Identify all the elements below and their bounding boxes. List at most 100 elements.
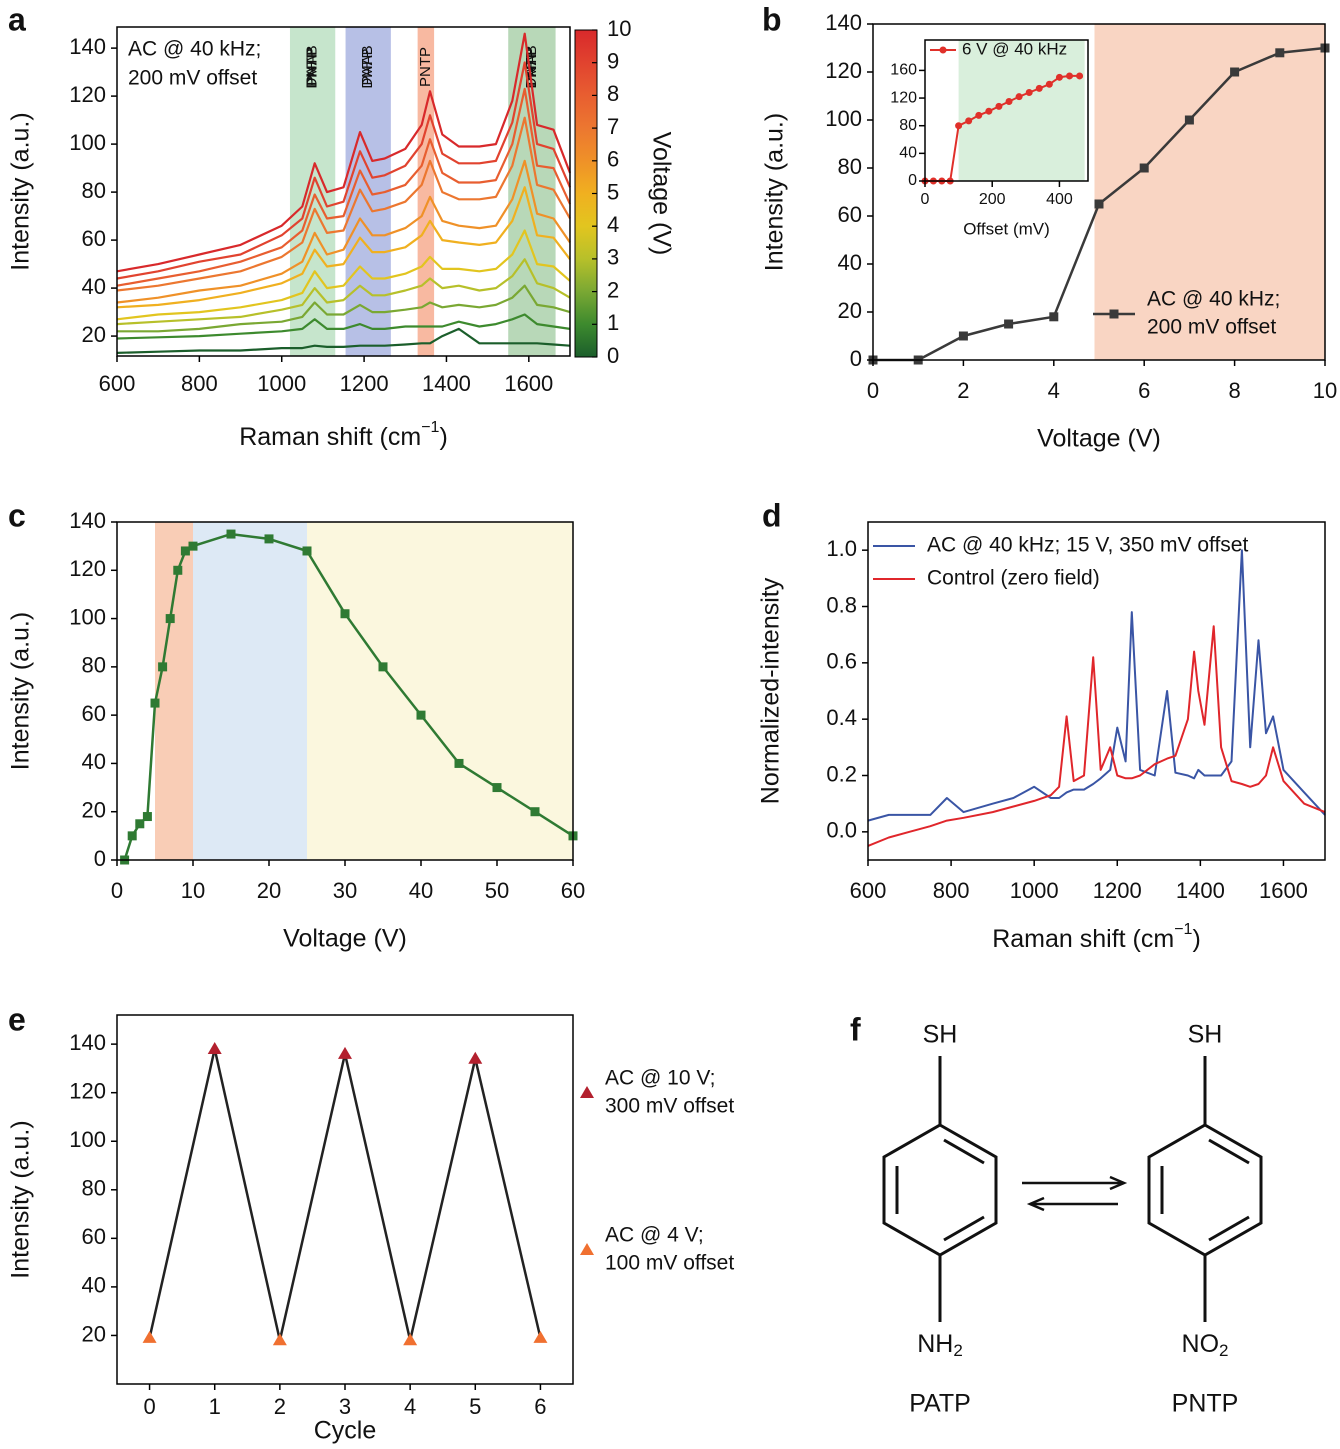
marker	[454, 758, 464, 768]
shaded-region	[307, 522, 573, 860]
series-line	[867, 625, 1326, 847]
marker	[468, 1051, 483, 1064]
marker	[338, 1046, 352, 1059]
y-tick-label: 80	[82, 1176, 106, 1201]
y-tick-label: 80	[82, 178, 106, 203]
y-tick-label: 120	[890, 89, 917, 106]
y-tick-label: 120	[69, 82, 106, 107]
x-tick-label: 20	[257, 878, 281, 903]
x-tick-label: 1200	[340, 371, 389, 396]
benzene-ring	[1147, 1123, 1263, 1257]
y-tick-label: 0.6	[826, 649, 857, 674]
marker	[340, 609, 350, 619]
legend-label: AC @ 4 V;	[605, 1224, 704, 1247]
group-label: SH	[923, 1021, 958, 1049]
marker	[985, 107, 993, 115]
shaded-region	[417, 27, 435, 356]
y-tick-label: 100	[69, 130, 106, 155]
marker	[135, 819, 145, 829]
y-tick-label: 140	[69, 1030, 106, 1055]
colorbar-tick-label: 6	[607, 147, 619, 172]
x-tick-label: 0	[867, 378, 879, 403]
shaded-region	[193, 522, 307, 860]
series-line	[117, 284, 571, 333]
shaded-region	[1094, 24, 1325, 360]
x-tick-label: 0	[143, 1394, 155, 1419]
x-tick-label: 10	[181, 878, 205, 903]
y-tick-label: 60	[82, 1224, 106, 1249]
x-tick-label: 3	[339, 1394, 351, 1419]
marker	[165, 614, 175, 624]
x-tick-label: 6	[1138, 378, 1150, 403]
marker	[416, 710, 426, 720]
colorbar-tick-label: 7	[607, 114, 619, 139]
y-tick-label: 20	[82, 322, 106, 347]
x-tick-label: 8	[1228, 378, 1240, 403]
plot-frame	[116, 1014, 574, 1385]
marker	[1049, 312, 1059, 322]
legend-label: 200 mV offset	[1147, 316, 1276, 339]
series-line	[123, 532, 574, 861]
marker	[302, 546, 312, 556]
label-text: Raman shift (cm	[239, 423, 421, 451]
region-label: PATP	[304, 49, 321, 86]
x-tick-label: 600	[850, 878, 887, 903]
plot-frame	[867, 521, 1326, 861]
label-tail: )	[439, 423, 447, 451]
x-axis-label: Voltage (V)	[283, 925, 407, 953]
marker	[173, 565, 183, 575]
marker	[264, 534, 274, 544]
marker	[1015, 93, 1023, 101]
y-tick-label: 100	[825, 106, 862, 131]
x-tick-label: 1600	[504, 371, 553, 396]
series-line	[116, 116, 571, 292]
marker	[530, 807, 540, 817]
y-tick-label: 60	[82, 226, 106, 251]
y-tick-label: 120	[825, 58, 862, 83]
label-text: Raman shift (cm	[992, 925, 1174, 953]
y-tick-label: 40	[82, 749, 106, 774]
series-line	[116, 87, 571, 287]
connector-line	[343, 1053, 412, 1341]
group-label: NO2	[1182, 1330, 1229, 1361]
x-tick-label: 1000	[1010, 878, 1059, 903]
marker	[975, 111, 983, 119]
y-tick-label: 100	[69, 1127, 106, 1152]
arrow-head	[1109, 1175, 1128, 1191]
group-label-sub: 2	[1219, 1341, 1228, 1360]
region-label: PNTP	[304, 47, 321, 87]
y-tick-label: 40	[838, 250, 862, 275]
y-tick-label: 80	[838, 154, 862, 179]
marker	[1004, 319, 1014, 329]
marker	[1066, 72, 1074, 80]
structure-diagram	[882, 1056, 1263, 1322]
legend-label: AC @ 40 kHz;	[1147, 288, 1280, 311]
marker	[150, 698, 160, 708]
x-tick-label: 40	[409, 878, 433, 903]
marker	[965, 117, 973, 125]
marker	[1045, 80, 1053, 88]
y-tick-label: 40	[82, 1273, 106, 1298]
marker	[1109, 309, 1119, 319]
marker	[272, 1333, 287, 1346]
series-line	[116, 32, 572, 273]
region-label: +	[304, 62, 321, 71]
x-axis-label: Voltage (V)	[1037, 425, 1161, 453]
y-tick-label: 0	[850, 346, 862, 371]
x-tick-label: 0	[111, 878, 123, 903]
group-label: SH	[1188, 1021, 1223, 1049]
marker	[1275, 48, 1285, 58]
marker	[1139, 163, 1149, 173]
arrow-head	[1026, 1196, 1045, 1212]
series-line	[116, 61, 572, 280]
label-sup: −1	[1174, 921, 1192, 938]
marker	[158, 662, 168, 672]
marker	[580, 1243, 594, 1255]
inner-bond	[1208, 1138, 1250, 1165]
shaded-region	[958, 40, 1085, 181]
x-axis-label: Raman shift (cm−1)	[239, 419, 448, 450]
x-tick-label: 1400	[422, 371, 471, 396]
molecule-name: PNTP	[1172, 1390, 1239, 1418]
marker	[180, 546, 190, 556]
connector-line	[278, 1053, 347, 1341]
